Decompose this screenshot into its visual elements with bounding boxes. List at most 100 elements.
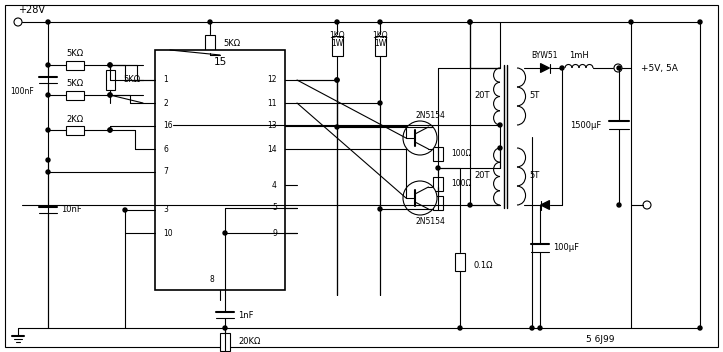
Text: 5KΩ: 5KΩ: [223, 39, 240, 49]
Circle shape: [108, 93, 112, 97]
Circle shape: [335, 20, 339, 24]
Bar: [433, 196, 443, 210]
Text: 2KΩ: 2KΩ: [67, 114, 84, 124]
Circle shape: [108, 63, 112, 67]
Bar: [66, 61, 84, 69]
Text: 1nF: 1nF: [238, 310, 254, 320]
Circle shape: [403, 121, 437, 155]
Circle shape: [46, 20, 50, 24]
Circle shape: [46, 128, 50, 132]
Text: 100µF: 100µF: [553, 244, 579, 252]
Circle shape: [46, 158, 50, 162]
Text: 7: 7: [163, 168, 168, 176]
Text: +28V: +28V: [18, 5, 45, 15]
Circle shape: [560, 66, 564, 70]
Circle shape: [498, 146, 502, 150]
Circle shape: [223, 326, 227, 330]
Text: 1: 1: [163, 75, 168, 84]
Polygon shape: [541, 201, 549, 209]
Circle shape: [46, 93, 50, 97]
Circle shape: [46, 170, 50, 174]
Bar: [66, 126, 84, 134]
Bar: [155, 50, 285, 290]
Text: 10nF: 10nF: [61, 206, 82, 214]
Circle shape: [123, 208, 127, 212]
Text: 20KΩ: 20KΩ: [238, 338, 260, 346]
Circle shape: [335, 78, 339, 82]
Circle shape: [378, 101, 382, 105]
Text: 6: 6: [163, 145, 168, 153]
Circle shape: [458, 326, 462, 330]
Circle shape: [698, 326, 702, 330]
Text: 2N5154: 2N5154: [415, 112, 445, 120]
Circle shape: [403, 181, 437, 215]
Circle shape: [46, 63, 50, 67]
Text: 8: 8: [210, 276, 215, 284]
Circle shape: [530, 326, 534, 330]
Circle shape: [108, 128, 112, 132]
Text: BYW51: BYW51: [531, 51, 558, 61]
Circle shape: [698, 20, 702, 24]
Bar: [106, 70, 114, 90]
Text: 1500µF: 1500µF: [570, 120, 601, 130]
Text: 1mH: 1mH: [569, 51, 589, 61]
Circle shape: [108, 128, 112, 132]
Text: 13: 13: [268, 121, 277, 131]
Text: 5 6J99: 5 6J99: [586, 335, 615, 345]
Text: 5: 5: [272, 203, 277, 213]
Circle shape: [498, 123, 502, 127]
Circle shape: [468, 20, 472, 24]
Circle shape: [378, 207, 382, 211]
Bar: [332, 36, 343, 56]
Circle shape: [208, 20, 212, 24]
Text: 100Ω: 100Ω: [451, 180, 471, 189]
Text: 100nF: 100nF: [10, 88, 34, 96]
Text: 20T: 20T: [474, 92, 489, 101]
Text: 5T: 5T: [530, 170, 540, 180]
Circle shape: [14, 18, 22, 26]
Text: 1KΩ: 1KΩ: [329, 31, 345, 40]
Bar: [455, 253, 465, 271]
Circle shape: [468, 203, 472, 207]
Text: 1W: 1W: [374, 39, 386, 49]
Text: 3: 3: [163, 206, 168, 214]
Text: 1KΩ: 1KΩ: [372, 31, 388, 40]
Bar: [375, 36, 385, 56]
Text: 0.1Ω: 0.1Ω: [473, 260, 492, 270]
Circle shape: [629, 20, 633, 24]
Circle shape: [335, 78, 339, 82]
Circle shape: [538, 326, 542, 330]
Circle shape: [378, 20, 382, 24]
Text: 5KΩ: 5KΩ: [67, 50, 84, 58]
Circle shape: [643, 201, 651, 209]
Bar: [433, 177, 443, 191]
Text: 14: 14: [268, 145, 277, 153]
Text: 5KΩ: 5KΩ: [67, 80, 84, 88]
Circle shape: [614, 64, 622, 72]
Text: 11: 11: [268, 99, 277, 107]
Text: 12: 12: [268, 75, 277, 84]
Text: 2N5154: 2N5154: [415, 216, 445, 226]
Text: 9: 9: [272, 228, 277, 238]
Text: 10: 10: [163, 228, 173, 238]
Circle shape: [617, 203, 621, 207]
Circle shape: [223, 231, 227, 235]
Text: +5V, 5A: +5V, 5A: [641, 63, 678, 73]
Bar: [220, 333, 230, 351]
Text: 1W: 1W: [331, 39, 343, 49]
Text: 4: 4: [272, 181, 277, 189]
Text: 5T: 5T: [530, 92, 540, 101]
Circle shape: [617, 66, 621, 70]
Bar: [66, 90, 84, 100]
Circle shape: [108, 63, 112, 67]
Circle shape: [436, 166, 440, 170]
Text: 16: 16: [163, 121, 173, 131]
Text: 5KΩ: 5KΩ: [123, 75, 140, 84]
Text: 2: 2: [163, 99, 168, 107]
Bar: [205, 35, 215, 53]
Bar: [433, 147, 443, 161]
Circle shape: [335, 125, 339, 129]
Circle shape: [468, 20, 472, 24]
Polygon shape: [541, 63, 549, 73]
Text: 20T: 20T: [474, 170, 489, 180]
